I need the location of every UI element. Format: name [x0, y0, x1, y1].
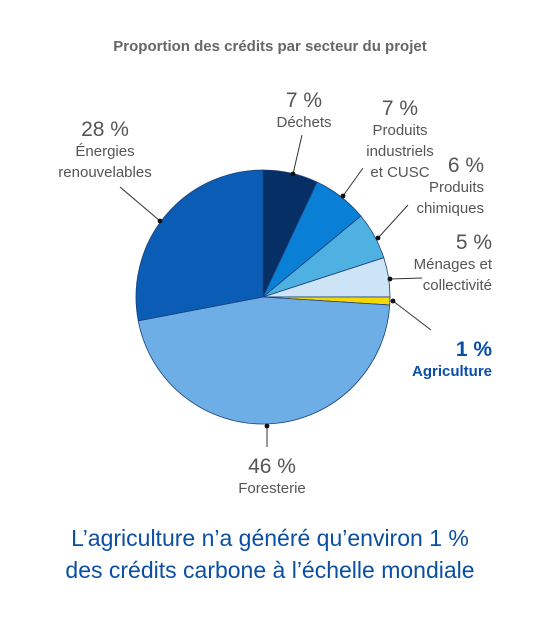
chart-title: Proportion des crédits par secteur du pr… [113, 38, 427, 55]
leader-line-produits-chimiques [377, 204, 409, 239]
slice-percent-agriculture: 1 % [456, 338, 493, 361]
leader-line-energies-renouvelables [119, 186, 161, 222]
leader-dot-produits-industriels-et-cusc [340, 193, 346, 199]
caption-line-2: des crédits carbone à l’échelle mondiale [65, 557, 475, 583]
slice-name-dechets-line-1: Déchets [276, 114, 331, 131]
slice-name-energies-renouvelables-line-1: Énergies [75, 143, 134, 160]
leader-dot-energies-renouvelables [157, 218, 163, 224]
caption-line-1: L’agriculture n’a généré qu’environ 1 % [71, 525, 469, 551]
leader-line-dechets [292, 134, 303, 175]
leader-dot-produits-chimiques [375, 235, 381, 241]
caption: L’agriculture n’a généré qu’environ 1 % … [0, 522, 540, 586]
leader-line-produits-industriels-et-cusc [342, 167, 364, 197]
slice-name-menages-et-collectivite-line-2: collectivité [423, 277, 492, 294]
leader-dot-menages-et-collectivite [387, 276, 393, 282]
slice-name-foresterie-line-1: Foresterie [238, 480, 306, 497]
pie-slice-foresterie [137, 296, 391, 425]
slice-name-produits-chimiques-line-2: chimiques [416, 200, 484, 217]
slice-name-agriculture-line-1: Agriculture [412, 363, 492, 380]
slice-name-produits-industriels-et-cusc-line-3: et CUSC [370, 164, 429, 181]
slice-percent-energies-renouvelables: 28 % [81, 118, 129, 141]
leader-dot-agriculture [390, 298, 396, 304]
pie-slice-energies-renouvelables [135, 169, 264, 322]
slice-name-produits-industriels-et-cusc-line-1: Produits [372, 122, 427, 139]
slice-name-produits-industriels-et-cusc-line-2: industriels [366, 143, 434, 160]
pie-slices [135, 169, 391, 425]
slice-percent-menages-et-collectivite: 5 % [456, 231, 492, 254]
slice-name-energies-renouvelables-line-2: renouvelables [58, 164, 151, 181]
slice-name-produits-chimiques-line-1: Produits [429, 179, 484, 196]
leader-lines [119, 134, 432, 447]
pie-chart: 7 % Déchets 7 % Produits industriels et CUSC 6… [58, 89, 493, 497]
leader-dot-dechets [290, 171, 296, 177]
slice-name-menages-et-collectivite-line-1: Ménages et [414, 256, 493, 273]
leader-dot-foresterie [264, 423, 270, 429]
leader-line-agriculture [392, 300, 432, 331]
slice-labels: 7 % Déchets 7 % Produits industriels et CUSC 6… [58, 89, 493, 497]
leader-line-menages-et-collectivite [389, 277, 423, 280]
slice-percent-foresterie: 46 % [248, 455, 296, 478]
slice-percent-dechets: 7 % [286, 89, 322, 112]
slice-percent-produits-chimiques: 6 % [448, 154, 484, 177]
slice-percent-produits-industriels-et-cusc: 7 % [382, 97, 418, 120]
